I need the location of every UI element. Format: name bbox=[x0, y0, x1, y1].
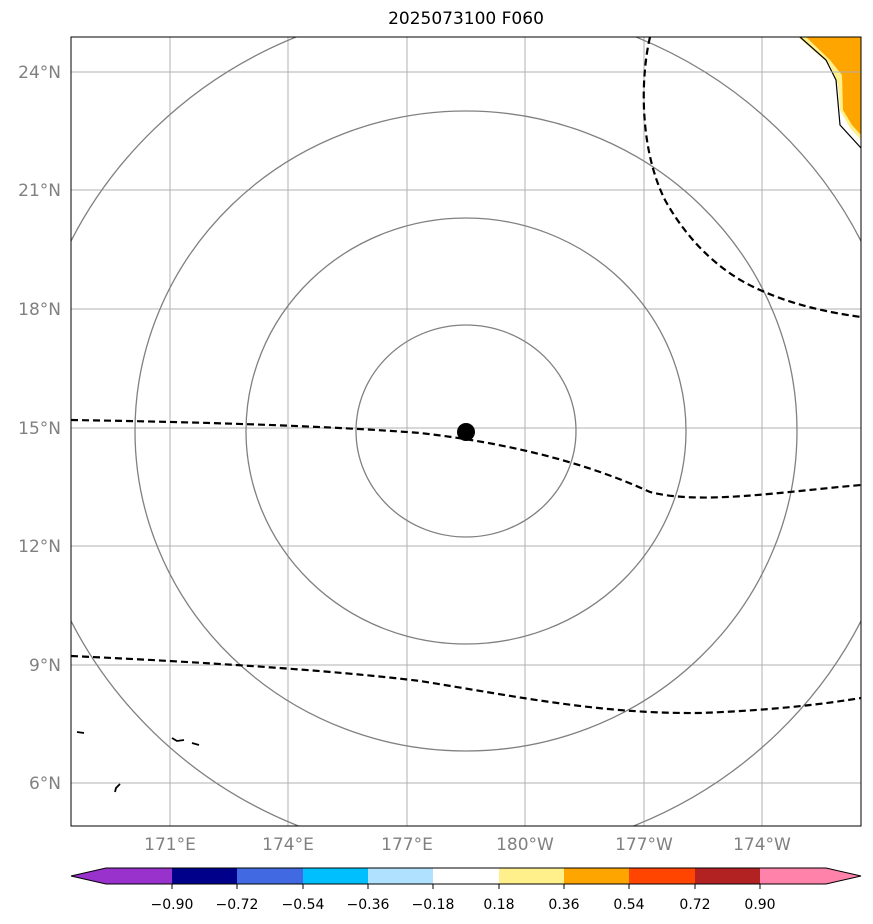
colorbar-outline bbox=[70, 867, 862, 885]
latitude-labels: 24°N 21°N 18°N 15°N 12°N 9°N 6°N bbox=[18, 63, 61, 794]
lon-label: 171°E bbox=[144, 835, 196, 855]
colorbar-swatch bbox=[695, 868, 760, 884]
colorbar-tick-label: 0.18 bbox=[483, 897, 514, 913]
lon-label: 174°E bbox=[262, 835, 314, 855]
colorbar-swatch bbox=[303, 868, 368, 884]
colorbar-tick-label: −0.36 bbox=[347, 897, 390, 913]
colorbar-tick-label: 0.72 bbox=[679, 897, 710, 913]
colorbar: −0.90 −0.72 −0.54 −0.36 −0.18 0.18 0.36 … bbox=[70, 867, 862, 913]
islands bbox=[76, 731, 200, 793]
colorbar-swatch bbox=[499, 868, 564, 884]
lon-label: 177°E bbox=[381, 835, 433, 855]
lon-label: 180°W bbox=[496, 835, 554, 855]
map-frame bbox=[70, 36, 862, 827]
lon-label: 174°W bbox=[733, 835, 791, 855]
colorbar-tick-label: 0.90 bbox=[744, 897, 775, 913]
shaded-region-orange bbox=[806, 37, 861, 135]
colorbar-tick-label: −0.90 bbox=[151, 897, 194, 913]
colorbar-swatch bbox=[433, 868, 499, 884]
lat-label: 24°N bbox=[18, 63, 61, 83]
lat-label: 15°N bbox=[18, 419, 61, 439]
colorbar-swatch bbox=[106, 868, 172, 884]
lat-label: 18°N bbox=[18, 300, 61, 320]
colorbar-swatch bbox=[564, 868, 629, 884]
colorbar-tick-label: 0.36 bbox=[548, 897, 579, 913]
colorbar-swatch bbox=[760, 868, 826, 884]
dashed-contours bbox=[71, 37, 861, 715]
lat-label: 12°N bbox=[18, 537, 61, 557]
map-title: 2025073100 F060 bbox=[388, 9, 544, 29]
colorbar-tick-label: −0.18 bbox=[412, 897, 455, 913]
colorbar-extend-low bbox=[71, 868, 106, 884]
colorbar-tick-label: −0.54 bbox=[282, 897, 325, 913]
lat-label: 6°N bbox=[29, 774, 61, 794]
range-rings bbox=[71, 37, 861, 826]
colorbar-swatch bbox=[237, 868, 303, 884]
colorbar-swatch bbox=[368, 868, 433, 884]
storm-center-marker bbox=[457, 423, 475, 441]
lat-label: 21°N bbox=[18, 181, 61, 201]
colorbar-tick-label: −0.72 bbox=[216, 897, 259, 913]
lon-label: 177°W bbox=[615, 835, 673, 855]
colorbar-swatch bbox=[629, 868, 695, 884]
longitude-labels: 171°E 174°E 177°E 180°W 177°W 174°W bbox=[144, 835, 791, 855]
colorbar-tick-label: 0.54 bbox=[613, 897, 644, 913]
coastline bbox=[799, 37, 861, 149]
colorbar-swatch bbox=[172, 868, 237, 884]
colorbar-extend-high bbox=[826, 868, 861, 884]
lat-label: 9°N bbox=[29, 656, 61, 676]
